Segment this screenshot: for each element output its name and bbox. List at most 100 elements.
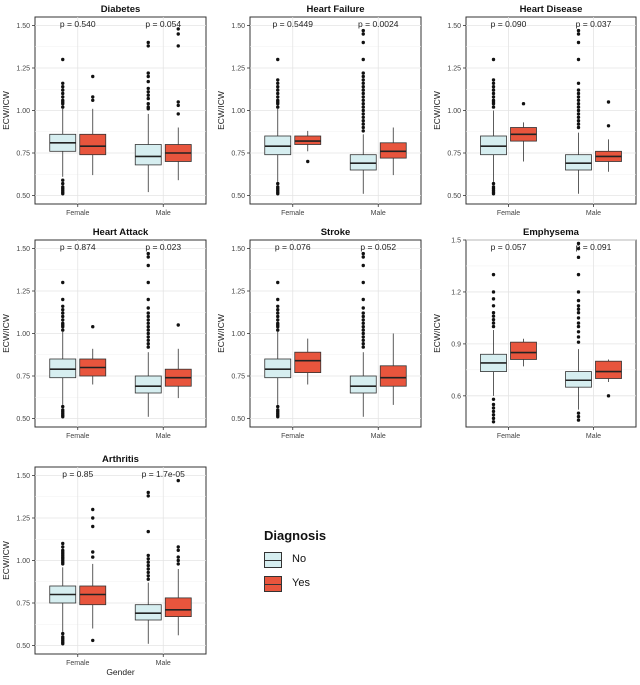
outlier-point [491, 192, 496, 196]
outlier-point [146, 490, 150, 495]
y-tick-label: 0.50 [447, 193, 461, 200]
outlier-point [576, 108, 581, 113]
outlier-point [361, 338, 365, 342]
y-tick-label: 1.00 [231, 108, 245, 115]
x-tick-label: Male [586, 433, 601, 440]
outlier-point [61, 311, 65, 315]
y-tick-label: 0.6 [451, 393, 461, 400]
legend-label-no: No [292, 553, 307, 565]
outlier-point [576, 316, 581, 320]
outlier-point [361, 91, 365, 96]
outlier-point [576, 102, 581, 106]
outlier-point [576, 335, 581, 339]
box-iqr [134, 604, 162, 621]
outlier-point [276, 88, 280, 92]
outlier-point [276, 57, 280, 62]
outlier-point [146, 255, 150, 259]
box-iqr [294, 351, 322, 374]
box-iqr [510, 341, 537, 360]
outlier-point [491, 78, 496, 82]
y-axis-label: ECW/ICW [1, 314, 11, 353]
x-tick-label: Female [497, 210, 520, 217]
outlier-point [361, 311, 365, 315]
y-tick-label: 0.50 [231, 416, 245, 423]
outlier-point [576, 115, 581, 120]
outlier-point [576, 418, 581, 422]
outlier-point [276, 78, 280, 82]
outlier-point [91, 638, 95, 643]
panel-heart-attack: 0.50 0.75 1.00 1.25 1.50 Female Male p = 0.874 p… [1, 227, 207, 440]
outlier-point [146, 331, 150, 336]
outlier-point [61, 181, 65, 186]
outlier-point [276, 181, 280, 186]
outlier-point [146, 321, 150, 325]
outlier-point [176, 323, 180, 327]
outlier-point [61, 314, 65, 319]
outlier-point [361, 95, 365, 99]
y-tick-label: 0.9 [451, 341, 461, 348]
outlier-point [576, 304, 581, 308]
outlier-point [146, 557, 150, 561]
outlier-point [146, 553, 150, 558]
outlier-point [146, 79, 150, 84]
outlier-point [491, 397, 496, 401]
outlier-point [576, 91, 581, 96]
outlier-point [361, 318, 365, 322]
box-male-yes [595, 100, 622, 172]
outlier-point [61, 328, 65, 332]
y-tick-label: 1.25 [16, 516, 30, 523]
y-axis-label: ECW/ICW [432, 314, 442, 353]
panel-frame [465, 239, 637, 428]
outlier-point [491, 181, 496, 186]
box-male-no [349, 28, 377, 194]
outlier-point [146, 280, 150, 285]
outlier-point [146, 318, 150, 322]
outlier-point [576, 32, 581, 36]
y-tick-label: 0.75 [231, 151, 245, 158]
outlier-point [491, 88, 496, 92]
outlier-point [91, 95, 95, 99]
y-tick-label: 0.50 [16, 416, 30, 423]
outlier-point [491, 272, 496, 277]
outlier-point [491, 297, 496, 301]
outlier-point [576, 40, 581, 45]
legend-key-no [264, 552, 282, 568]
outlier-point [361, 129, 365, 133]
x-tick-label: Female [281, 210, 304, 217]
box-male-no [134, 251, 162, 417]
outlier-point [146, 306, 150, 310]
outlier-point [576, 246, 581, 251]
outlier-point [576, 112, 581, 116]
box-male-no [565, 28, 592, 194]
outlier-point [306, 159, 310, 164]
box-iqr [79, 585, 107, 606]
p-value-label: p = 0.874 [60, 242, 96, 252]
outlier-point [491, 416, 496, 421]
box-female-no [264, 57, 292, 196]
outlier-point [146, 311, 150, 315]
outlier-point [61, 105, 65, 109]
outlier-point [146, 297, 150, 302]
y-tick-label: 1.50 [16, 473, 30, 480]
panel-title: Stroke [321, 227, 351, 238]
panel-arthritis: 0.50 0.75 1.00 1.25 1.50 Female Male p = 0.85 p … [1, 454, 207, 677]
outlier-point [146, 325, 150, 329]
outlier-point [276, 404, 280, 409]
x-tick-label: Male [371, 433, 386, 440]
y-tick-label: 1.50 [231, 246, 245, 253]
box-male-yes [595, 359, 622, 398]
y-tick-label: 0.50 [16, 643, 30, 650]
panel-title: Emphysema [523, 227, 580, 238]
y-tick-label: 1.50 [231, 23, 245, 30]
outlier-point [576, 119, 581, 123]
y-tick-label: 0.75 [231, 374, 245, 381]
outlier-point [361, 251, 365, 256]
outlier-point [576, 311, 581, 315]
x-tick-label: Female [66, 660, 89, 667]
outlier-point [491, 402, 496, 407]
outlier-point [61, 631, 65, 636]
outlier-point [361, 280, 365, 285]
outlier-point [276, 95, 280, 99]
